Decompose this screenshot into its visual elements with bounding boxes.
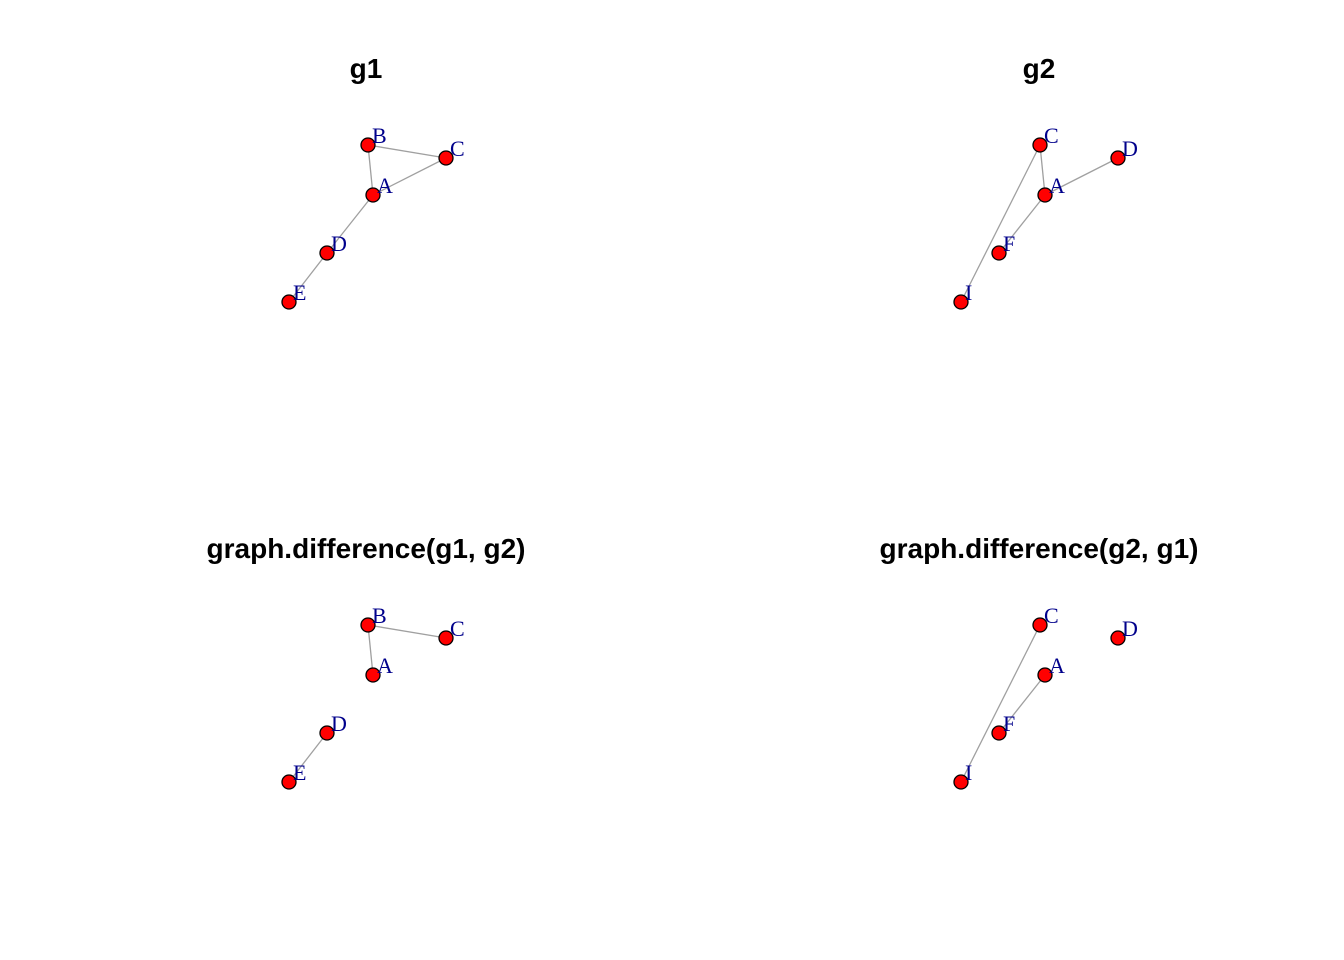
node-D [1110,150,1126,166]
node-label-D: D [331,711,347,736]
node-A [365,667,381,683]
node-label-A: A [1049,653,1065,678]
node-C [1032,137,1048,153]
edge-C-I [960,624,1041,783]
edge-layer [288,624,447,783]
node-I [953,294,969,310]
node-label-D: D [331,231,347,256]
edge-A-D [1044,157,1119,196]
node-F [991,725,1007,741]
node-F [991,245,1007,261]
panel-title: g1 [350,53,383,84]
node-E [281,294,297,310]
node-label-C: C [450,136,465,161]
node-label-C: C [1044,603,1059,628]
node-label-A: A [377,173,393,198]
edge-layer [960,144,1119,303]
node-C [1032,617,1048,633]
node-label-D: D [1122,136,1138,161]
node-label-A: A [377,653,393,678]
node-label-I: I [965,280,972,305]
node-A [1037,187,1053,203]
node-C [438,630,454,646]
node-D [319,245,335,261]
edge-A-D [326,194,374,254]
node-layer: B C A DE [281,603,465,790]
node-A [365,187,381,203]
node-label-C: C [1044,123,1059,148]
panel-difference-g2-g1: graph.difference(g2, g1) C D A F I [880,533,1199,790]
node-label-D: D [1122,616,1138,641]
node-label-F: F [1003,231,1015,256]
edge-layer [960,624,1046,783]
edge-C-I [960,144,1041,303]
node-label-B: B [372,603,387,628]
node-I [953,774,969,790]
panel-title: g2 [1023,53,1056,84]
panel-difference-g1-g2: graph.difference(g1, g2) B C A DE [207,533,526,790]
node-layer: B C A DE [281,123,465,310]
edge-B-A [367,144,374,196]
node-label-I: I [965,760,972,785]
edge-layer [288,144,447,303]
edge-A-F [998,194,1046,254]
node-label-A: A [1049,173,1065,198]
node-A [1037,667,1053,683]
node-B [360,137,376,153]
node-layer: C D A F I [953,123,1138,310]
panel-title: graph.difference(g1, g2) [207,533,526,564]
panel-g1: g1 B C A DE [281,53,465,310]
edge-B-A [367,624,374,676]
edge-A-F [998,674,1046,734]
node-label-B: B [372,123,387,148]
edge-C-A [372,157,447,196]
node-label-F: F [1003,711,1015,736]
node-C [438,150,454,166]
node-label-E: E [293,280,306,305]
edge-D-E [288,252,328,303]
node-label-C: C [450,616,465,641]
edge-B-C [367,624,447,639]
panel-title: graph.difference(g2, g1) [880,533,1199,564]
node-E [281,774,297,790]
node-B [360,617,376,633]
node-D [319,725,335,741]
edge-B-C [367,144,447,159]
node-label-E: E [293,760,306,785]
panel-g2: g2 C D A F I [953,53,1138,310]
edge-C-A [1039,144,1046,196]
edge-D-E [288,732,328,783]
node-D [1110,630,1126,646]
node-layer: C D A F I [953,603,1138,790]
